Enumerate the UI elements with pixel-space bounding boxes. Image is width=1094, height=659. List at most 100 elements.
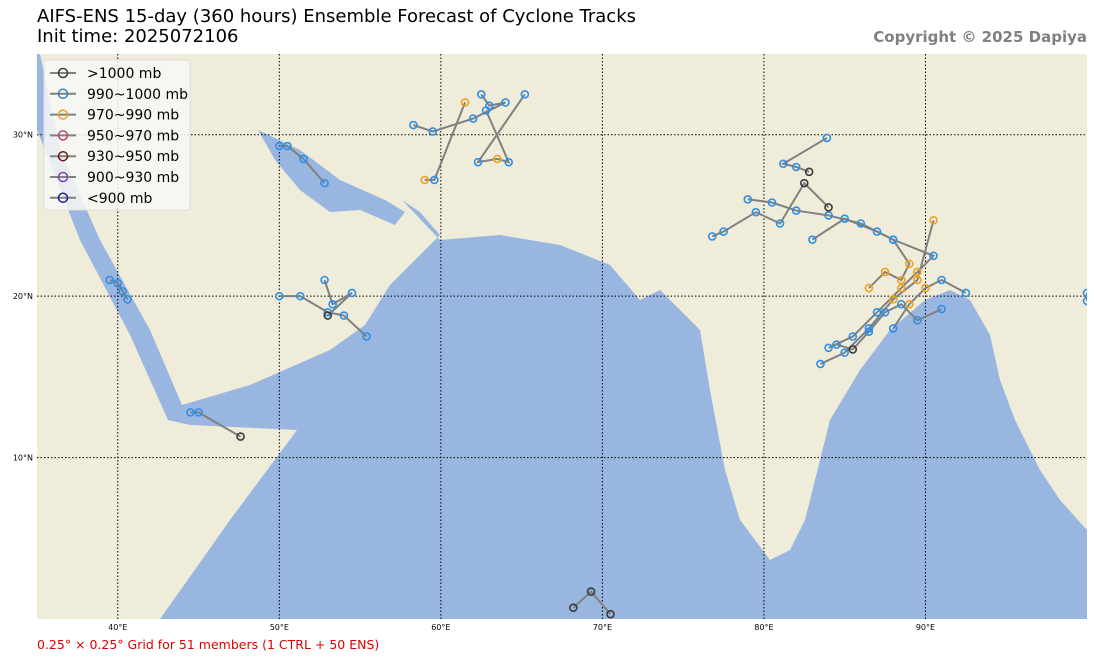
legend-label: 950~970 mb (87, 128, 179, 144)
track-point (409, 120, 418, 130)
track-point (105, 275, 114, 285)
track-point (501, 98, 510, 107)
track-point (864, 327, 874, 336)
track-point (840, 214, 849, 223)
track-point (520, 90, 530, 99)
track-point (123, 295, 132, 304)
track-point (937, 304, 946, 314)
track-point (896, 283, 906, 293)
track-point (743, 194, 753, 204)
legend-label: <900 mb (87, 191, 153, 207)
track-point (323, 307, 333, 317)
legend-marker (57, 192, 69, 204)
x-tick-label: 70°E (593, 623, 612, 632)
footnote: 0.25° × 0.25° Grid for 51 members (1 CTR… (37, 637, 379, 652)
track-point (775, 219, 785, 228)
track-point (420, 175, 429, 185)
track-point (800, 178, 809, 188)
track-point (606, 609, 615, 619)
track-point (880, 267, 890, 277)
legend-marker (57, 109, 69, 120)
track-point (791, 162, 801, 172)
legend-marker (57, 171, 69, 183)
track-point (937, 275, 946, 285)
subtitle: Init time: 2025072106 (37, 26, 238, 47)
track-point (275, 291, 284, 301)
track-point (888, 295, 898, 304)
track-point (913, 275, 922, 285)
track-point (586, 587, 596, 596)
track-line (109, 279, 129, 300)
track-point (888, 324, 898, 333)
track-point (824, 343, 833, 353)
track-point (832, 340, 841, 349)
track-point (929, 251, 938, 261)
track-point (1082, 296, 1087, 306)
track-point (493, 154, 502, 164)
legend-marker (57, 88, 69, 100)
track-line (780, 137, 828, 173)
track-point (913, 267, 922, 277)
legend-marker (57, 150, 69, 162)
track-line (572, 590, 612, 615)
copyright: Copyright © 2025 Dapiya (873, 28, 1087, 46)
track-point (816, 359, 825, 369)
track-point (767, 198, 777, 207)
track-point (299, 154, 308, 164)
track-point (194, 408, 203, 417)
legend-box (43, 59, 191, 211)
track-point (913, 316, 922, 325)
track-point (460, 98, 470, 107)
track-point (848, 332, 858, 341)
legend-marker (57, 67, 69, 79)
legend-label: 970~990 mb (87, 108, 179, 124)
track-point (320, 275, 329, 285)
track-point (804, 167, 814, 177)
track-point (428, 127, 438, 136)
track-point (283, 141, 292, 151)
track-point (856, 219, 866, 228)
track-point (186, 408, 195, 417)
track-point (864, 324, 874, 333)
track-point (822, 133, 832, 143)
track-point (751, 207, 761, 217)
y-tick-label: 10°N (13, 454, 33, 463)
track-line (323, 279, 353, 317)
track-point (961, 288, 971, 298)
x-tick-label: 80°E (754, 623, 773, 632)
track-point (476, 90, 486, 99)
track-point (569, 603, 578, 613)
track-point (905, 259, 914, 269)
track-point (113, 278, 123, 288)
track-point (1082, 288, 1087, 298)
track-line (190, 411, 242, 438)
track-point (118, 286, 127, 296)
x-tick-label: 40°E (108, 623, 127, 632)
track-point (872, 227, 882, 236)
legend-marker (57, 130, 69, 141)
legend-label: >1000 mb (87, 66, 161, 82)
track-point (872, 307, 882, 317)
track-point (848, 345, 858, 354)
x-tick-label: 60°E (431, 623, 450, 632)
track-point (791, 206, 801, 215)
track-point (929, 215, 938, 225)
track-point (275, 141, 284, 151)
track-point (236, 432, 245, 441)
track-point (504, 157, 513, 167)
y-tick-label: 20°N (13, 292, 33, 301)
track-point (808, 235, 817, 244)
track-point (880, 307, 890, 317)
track-point (779, 159, 788, 169)
track-point (888, 235, 898, 244)
track-point (481, 106, 491, 115)
track-point (921, 283, 930, 293)
track-point (473, 157, 483, 167)
track-point (896, 275, 906, 285)
x-tick-label: 90°E (916, 623, 935, 632)
track-point (864, 283, 874, 293)
track-line (836, 302, 943, 351)
track-point (296, 291, 305, 301)
track-line (711, 181, 830, 238)
title: AIFS-ENS 15-day (360 hours) Ensemble For… (37, 6, 636, 27)
